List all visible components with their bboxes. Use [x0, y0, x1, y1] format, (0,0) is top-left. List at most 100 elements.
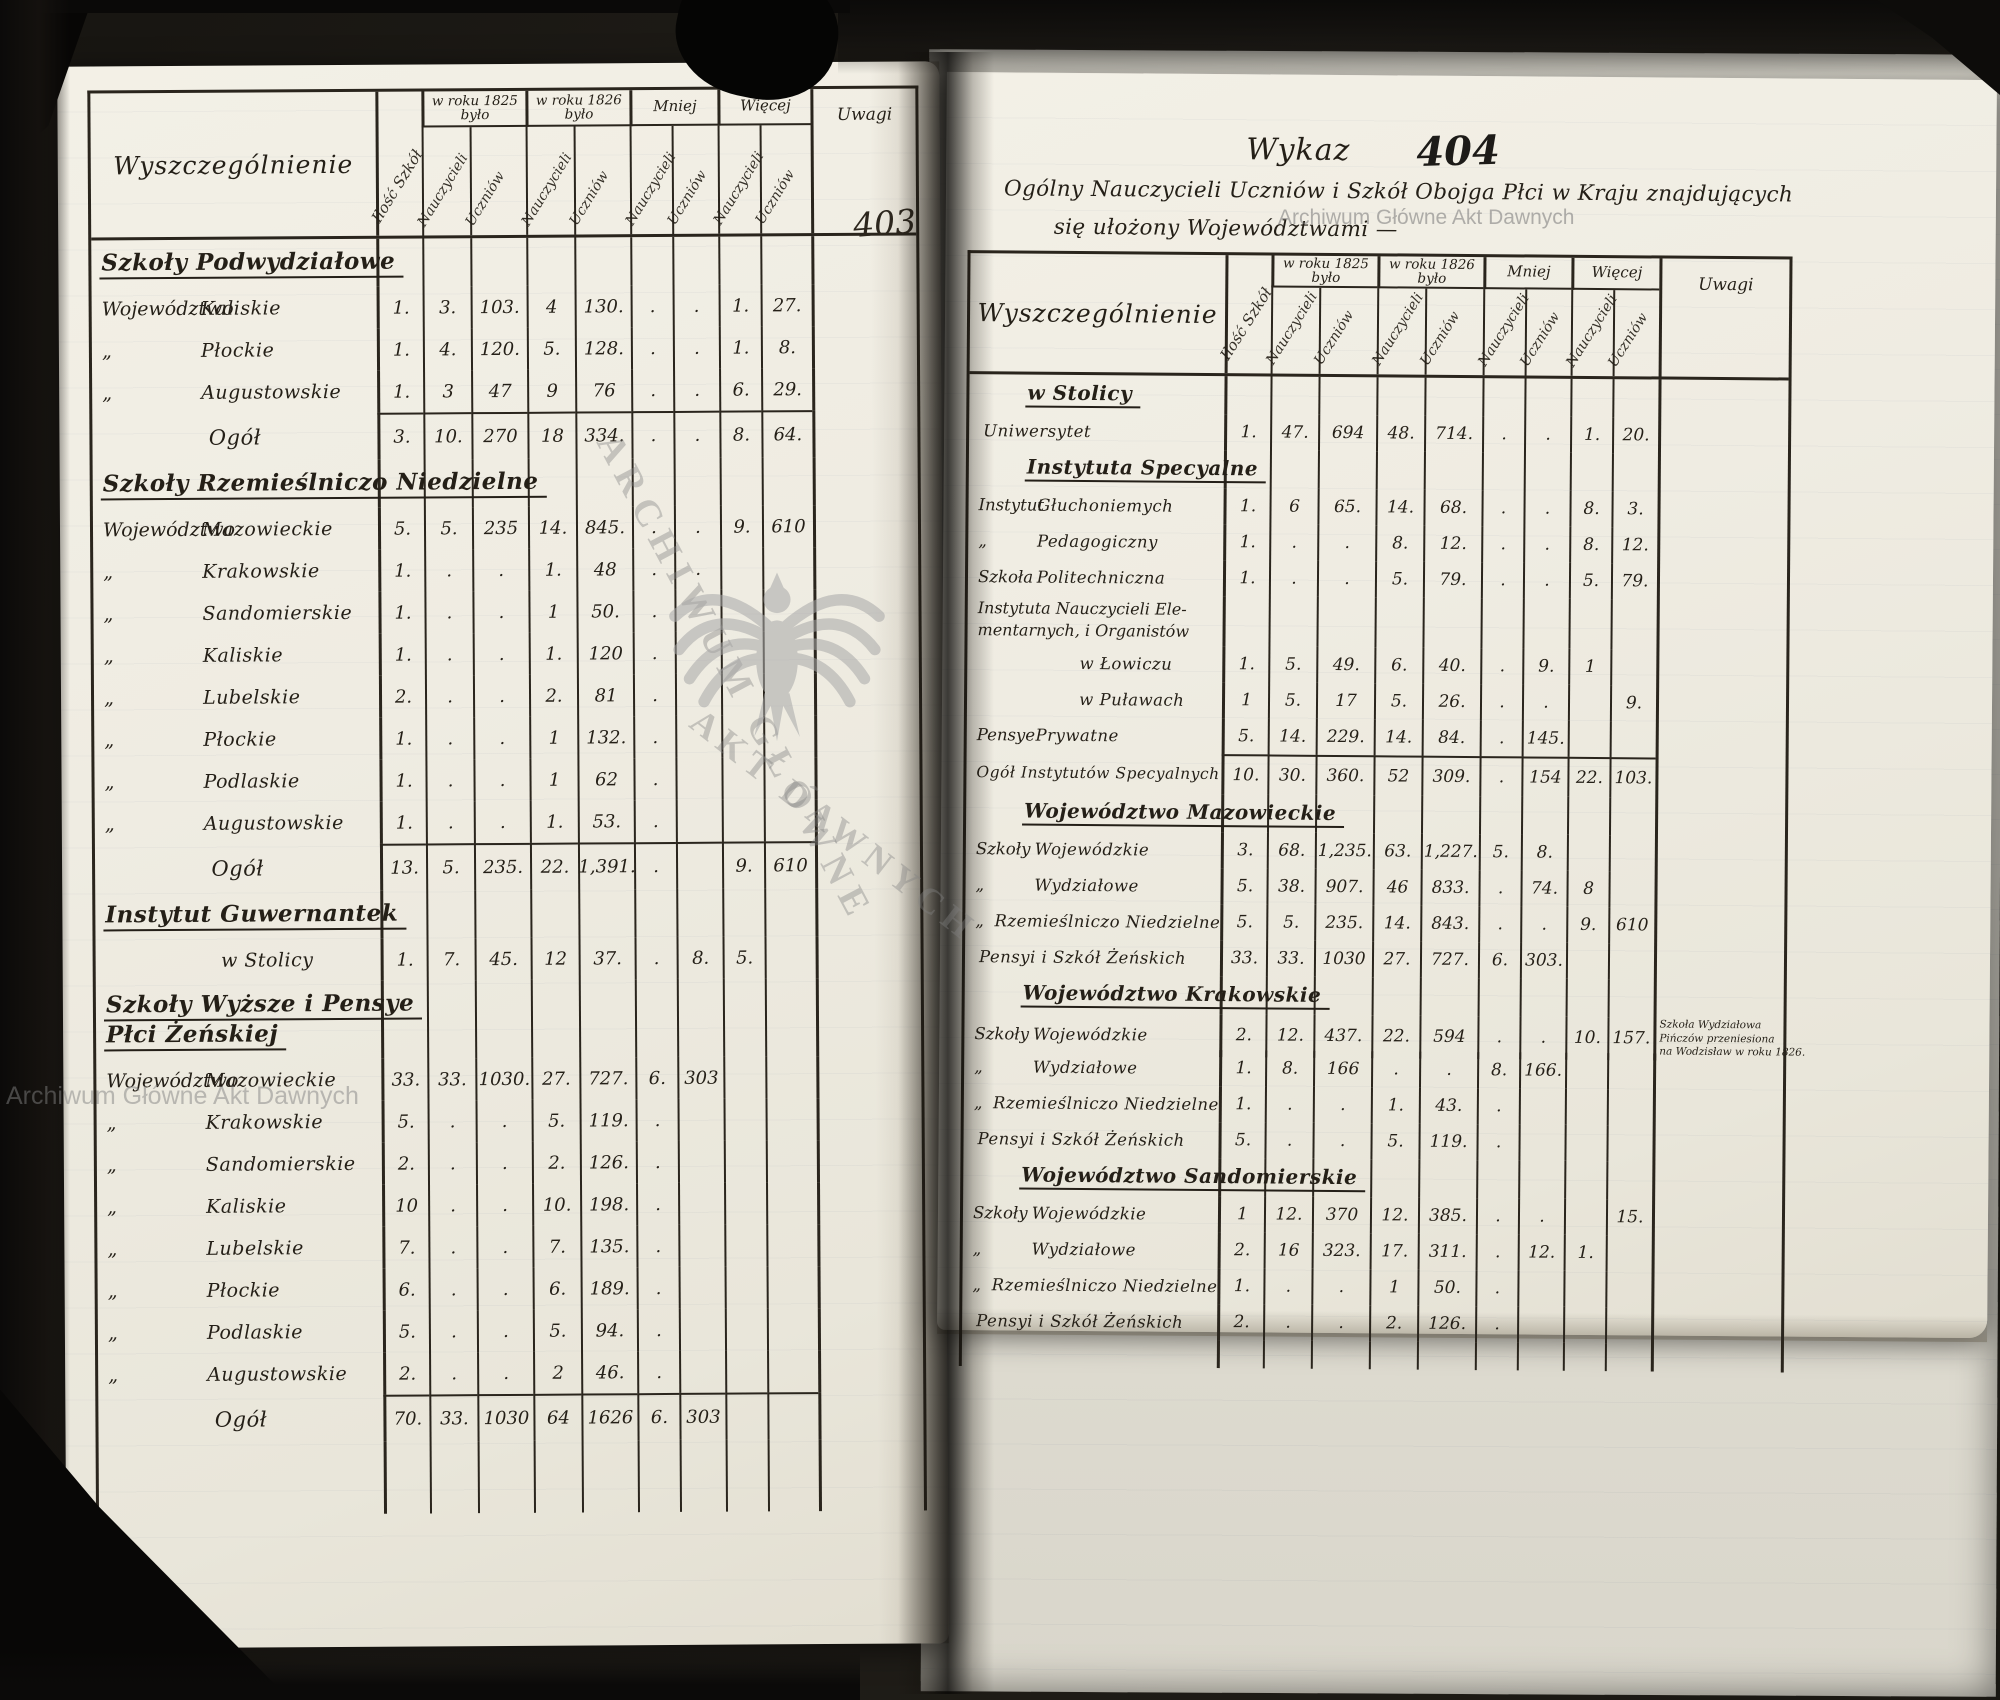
cell [474, 889, 531, 939]
value-cell [720, 547, 763, 590]
value-cell: 1. [528, 632, 577, 675]
cell [1606, 1161, 1653, 1200]
value-cell [766, 1266, 818, 1309]
cell [1371, 977, 1420, 1016]
row-label-cell: „ Wydziałowe [964, 1048, 1219, 1086]
value-cell: . [1264, 1122, 1313, 1159]
value-cell: 47. [1269, 414, 1319, 451]
remarks-cell [1655, 757, 1786, 799]
row-label-cell: „ Rzemieślniczo Niedzielne [964, 1084, 1219, 1122]
value-cell: 33. [1265, 940, 1315, 977]
value-cell: . [633, 715, 676, 759]
value-cell [724, 1266, 767, 1309]
row-label-cell: „ Wydziałowe [963, 1230, 1218, 1268]
section-heading-row: Instytut Guwernantek [95, 887, 921, 941]
row-label-cell: „ Augustowskie [98, 1353, 383, 1397]
row-label-prefix: „ [975, 874, 985, 894]
row-label-cell: „ Augustowskie [95, 802, 380, 846]
value-cell: 130. [574, 285, 631, 328]
row-label: Pensyi i Szkół Żeńskich [977, 1128, 1185, 1150]
value-cell: 8. [1569, 526, 1612, 564]
cell [672, 236, 719, 285]
title-line: się ułożony Województwami — [1053, 214, 1398, 243]
cell [760, 236, 812, 285]
value-cell: . [472, 632, 529, 676]
table-row: Ogół 70. 33. 1030 64 1626 6. 303 [98, 1391, 924, 1443]
column-group-1825: w roku 1825 było [421, 90, 526, 128]
row-label: Krakowskie [202, 560, 320, 583]
row-label-prefix: Województwo [101, 297, 234, 321]
row-label-prefix: „ [107, 1238, 118, 1261]
cell [631, 457, 674, 507]
row-label-cell: Ogół [95, 844, 380, 893]
remarks-cell [1651, 1271, 1782, 1309]
value-cell: 64 [533, 1393, 582, 1441]
cell [1216, 1340, 1264, 1369]
row-label-cell: Województwo Mazowieckie [96, 1059, 381, 1103]
remarks-cell [817, 1223, 923, 1267]
value-cell: 235 [471, 506, 529, 550]
cell [764, 978, 817, 1057]
row-label-cell: Pensyi i Szkół Żeńskich [965, 938, 1220, 976]
row-label: w Puławach [1079, 689, 1185, 710]
table-row: „ Płockie 1... 1 132.. [94, 714, 920, 761]
row-label-cell: Szkoła Politechniczna [968, 558, 1223, 596]
value-cell: 845. [575, 506, 633, 549]
subcolumn-students: Uczniów [1311, 287, 1378, 375]
column-group-1825: w roku 1825 było [1271, 255, 1378, 289]
row-label: Wydziałowe [1034, 875, 1139, 895]
cell [630, 236, 673, 286]
value-cell: 1. [1223, 414, 1271, 451]
value-cell: 303 [677, 1056, 724, 1099]
remarks-cell [1653, 979, 1784, 1019]
row-label: Wojewódzkie [1034, 839, 1150, 860]
value-cell: . [631, 368, 674, 412]
value-cell [763, 799, 815, 842]
row-label: Rzemieślniczo Niedzielne [994, 910, 1221, 932]
cell [1418, 1159, 1477, 1199]
value-cell: 1 [1221, 682, 1269, 719]
value-cell: 22. [1567, 756, 1610, 798]
value-cell: . [476, 1309, 534, 1353]
value-cell: . [429, 1352, 478, 1395]
row-label-prefix: „ [101, 340, 112, 363]
section-heading-cell: Instytut Guwernantek [95, 891, 407, 941]
cell [1608, 797, 1656, 836]
value-cell [678, 1224, 725, 1267]
value-cell [1516, 1306, 1564, 1343]
value-cell: 12. [1423, 525, 1482, 563]
value-cell: 46. [581, 1351, 638, 1394]
row-label: Rzemieślniczo Niedzielne [991, 1274, 1218, 1296]
value-cell: 53. [577, 800, 634, 843]
value-cell: 1626 [581, 1393, 638, 1441]
value-cell [762, 673, 815, 716]
cell [1604, 1343, 1651, 1372]
row-label-cell: Województwo Mazowieckie [93, 508, 378, 552]
remarks-cell [1651, 1235, 1782, 1273]
row-label: Politechniczna [1036, 567, 1166, 588]
row-label: Kaliskie [206, 1195, 287, 1218]
column-header-remarks: Uwagi [1658, 258, 1790, 378]
section-heading-row: Szkoły Wyższe i Pensye Płci Żeńskiej [96, 977, 922, 1060]
value-cell: 26. [1421, 683, 1481, 721]
section-heading: Szkoły Wyższe i Pensye [103, 989, 423, 1022]
cell [764, 888, 816, 937]
value-cell: 8 [1566, 870, 1609, 908]
row-label-prefix: „ [972, 1274, 982, 1294]
value-cell: 14. [1375, 489, 1424, 526]
table-row: „ Płockie 1. 4. 120. 5. 128... 1. 8. [92, 325, 918, 372]
table-row: „ Krakowskie 5... 5. 119.. [97, 1097, 922, 1144]
value-cell: 135. [580, 1225, 637, 1268]
value-cell: 6. [719, 368, 762, 411]
value-cell: 1. [718, 326, 762, 369]
column-group-more: Więcej [1571, 257, 1660, 291]
remarks-cell [818, 1391, 924, 1440]
value-cell: . [428, 1310, 478, 1353]
cell [722, 888, 765, 937]
value-cell: 17. [1369, 1233, 1418, 1270]
row-label-cell: Województwo Kaliskie [92, 287, 377, 331]
row-label: Ogół [211, 855, 264, 881]
table-row: Województwo Kaliskie 1. 3. 103. 4 130... 1. 27. [92, 283, 917, 330]
value-cell [1606, 1089, 1653, 1126]
